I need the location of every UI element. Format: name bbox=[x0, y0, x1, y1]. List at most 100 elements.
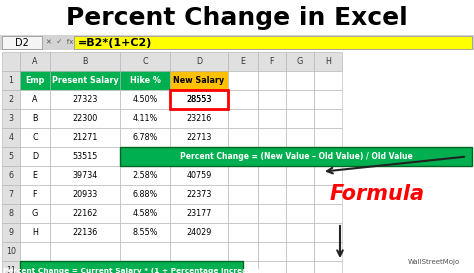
Bar bbox=[20, 90, 50, 109]
Bar bbox=[20, 242, 50, 261]
Bar bbox=[286, 166, 314, 185]
Text: 4.11%: 4.11% bbox=[132, 114, 158, 123]
Text: 6: 6 bbox=[9, 171, 13, 180]
Bar bbox=[50, 166, 120, 185]
Bar bbox=[20, 147, 50, 166]
Bar bbox=[50, 71, 120, 90]
Bar bbox=[120, 261, 170, 273]
Bar bbox=[314, 166, 342, 185]
Bar bbox=[170, 90, 228, 109]
Text: A: A bbox=[32, 95, 38, 104]
Bar bbox=[20, 128, 50, 147]
Text: 6.78%: 6.78% bbox=[132, 133, 158, 142]
Text: Hike %: Hike % bbox=[129, 76, 160, 85]
Bar bbox=[120, 185, 170, 204]
Text: D: D bbox=[196, 57, 202, 66]
Text: F: F bbox=[33, 190, 37, 199]
Text: 1: 1 bbox=[9, 76, 13, 85]
Text: 4.50%: 4.50% bbox=[132, 95, 158, 104]
Text: 4.58%: 4.58% bbox=[132, 209, 158, 218]
Bar bbox=[20, 71, 50, 90]
Bar bbox=[2, 128, 20, 147]
Bar bbox=[170, 242, 228, 261]
Text: Percent Change in Excel: Percent Change in Excel bbox=[66, 6, 408, 30]
Text: 23177: 23177 bbox=[186, 209, 212, 218]
Bar bbox=[228, 185, 258, 204]
Bar bbox=[170, 223, 228, 242]
Text: 22713: 22713 bbox=[186, 133, 212, 142]
Text: =B2*(1+C2): =B2*(1+C2) bbox=[78, 37, 152, 48]
Bar bbox=[50, 128, 120, 147]
Bar bbox=[228, 204, 258, 223]
Text: 24029: 24029 bbox=[186, 228, 212, 237]
Bar bbox=[314, 223, 342, 242]
Bar bbox=[314, 147, 342, 166]
Text: 22136: 22136 bbox=[73, 228, 98, 237]
Bar bbox=[50, 204, 120, 223]
Text: 2.58%: 2.58% bbox=[132, 171, 158, 180]
Bar bbox=[286, 147, 314, 166]
Bar bbox=[228, 223, 258, 242]
Bar bbox=[120, 147, 170, 166]
Text: G: G bbox=[32, 209, 38, 218]
Bar bbox=[314, 52, 342, 71]
Bar bbox=[228, 52, 258, 71]
Text: E: E bbox=[240, 57, 246, 66]
Text: D: D bbox=[32, 152, 38, 161]
Bar bbox=[2, 261, 20, 273]
Bar bbox=[2, 52, 20, 71]
Bar bbox=[20, 261, 243, 273]
Bar bbox=[2, 204, 20, 223]
Bar bbox=[314, 128, 342, 147]
Text: A: A bbox=[32, 57, 38, 66]
Text: Percent Change = (New Value – Old Value) / Old Value: Percent Change = (New Value – Old Value)… bbox=[180, 152, 412, 161]
Bar bbox=[120, 166, 170, 185]
Bar bbox=[286, 261, 314, 273]
Bar bbox=[286, 71, 314, 90]
Text: 22300: 22300 bbox=[73, 114, 98, 123]
Bar bbox=[286, 204, 314, 223]
Bar bbox=[74, 36, 472, 49]
Bar bbox=[286, 109, 314, 128]
Bar bbox=[170, 109, 228, 128]
Bar bbox=[228, 109, 258, 128]
Bar bbox=[228, 166, 258, 185]
Text: 53515: 53515 bbox=[73, 152, 98, 161]
Bar bbox=[120, 128, 170, 147]
Text: H: H bbox=[325, 57, 331, 66]
Bar bbox=[0, 35, 474, 50]
Bar bbox=[170, 52, 228, 71]
Bar bbox=[120, 204, 170, 223]
Bar bbox=[314, 185, 342, 204]
Bar bbox=[170, 185, 228, 204]
Bar bbox=[228, 90, 258, 109]
Bar bbox=[2, 90, 20, 109]
Text: WallStreetMojo: WallStreetMojo bbox=[408, 259, 460, 265]
Bar bbox=[258, 223, 286, 242]
Bar bbox=[286, 90, 314, 109]
Bar bbox=[258, 261, 286, 273]
Bar bbox=[228, 242, 258, 261]
Bar bbox=[258, 52, 286, 71]
Text: 9: 9 bbox=[9, 228, 14, 237]
Bar bbox=[2, 166, 20, 185]
Bar bbox=[2, 185, 20, 204]
Text: 40759: 40759 bbox=[186, 171, 212, 180]
Bar bbox=[314, 90, 342, 109]
Text: 28553: 28553 bbox=[186, 95, 212, 104]
Bar bbox=[120, 71, 170, 90]
Bar bbox=[314, 204, 342, 223]
Bar bbox=[20, 52, 50, 71]
Bar bbox=[314, 109, 342, 128]
Bar bbox=[20, 166, 50, 185]
Bar bbox=[20, 223, 50, 242]
Text: 8: 8 bbox=[9, 209, 13, 218]
Bar bbox=[228, 71, 258, 90]
Bar bbox=[20, 204, 50, 223]
Text: 8.55%: 8.55% bbox=[132, 228, 158, 237]
Bar bbox=[50, 109, 120, 128]
Bar bbox=[170, 204, 228, 223]
Text: 20933: 20933 bbox=[73, 190, 98, 199]
Text: 10: 10 bbox=[6, 247, 16, 256]
Bar bbox=[120, 147, 472, 166]
